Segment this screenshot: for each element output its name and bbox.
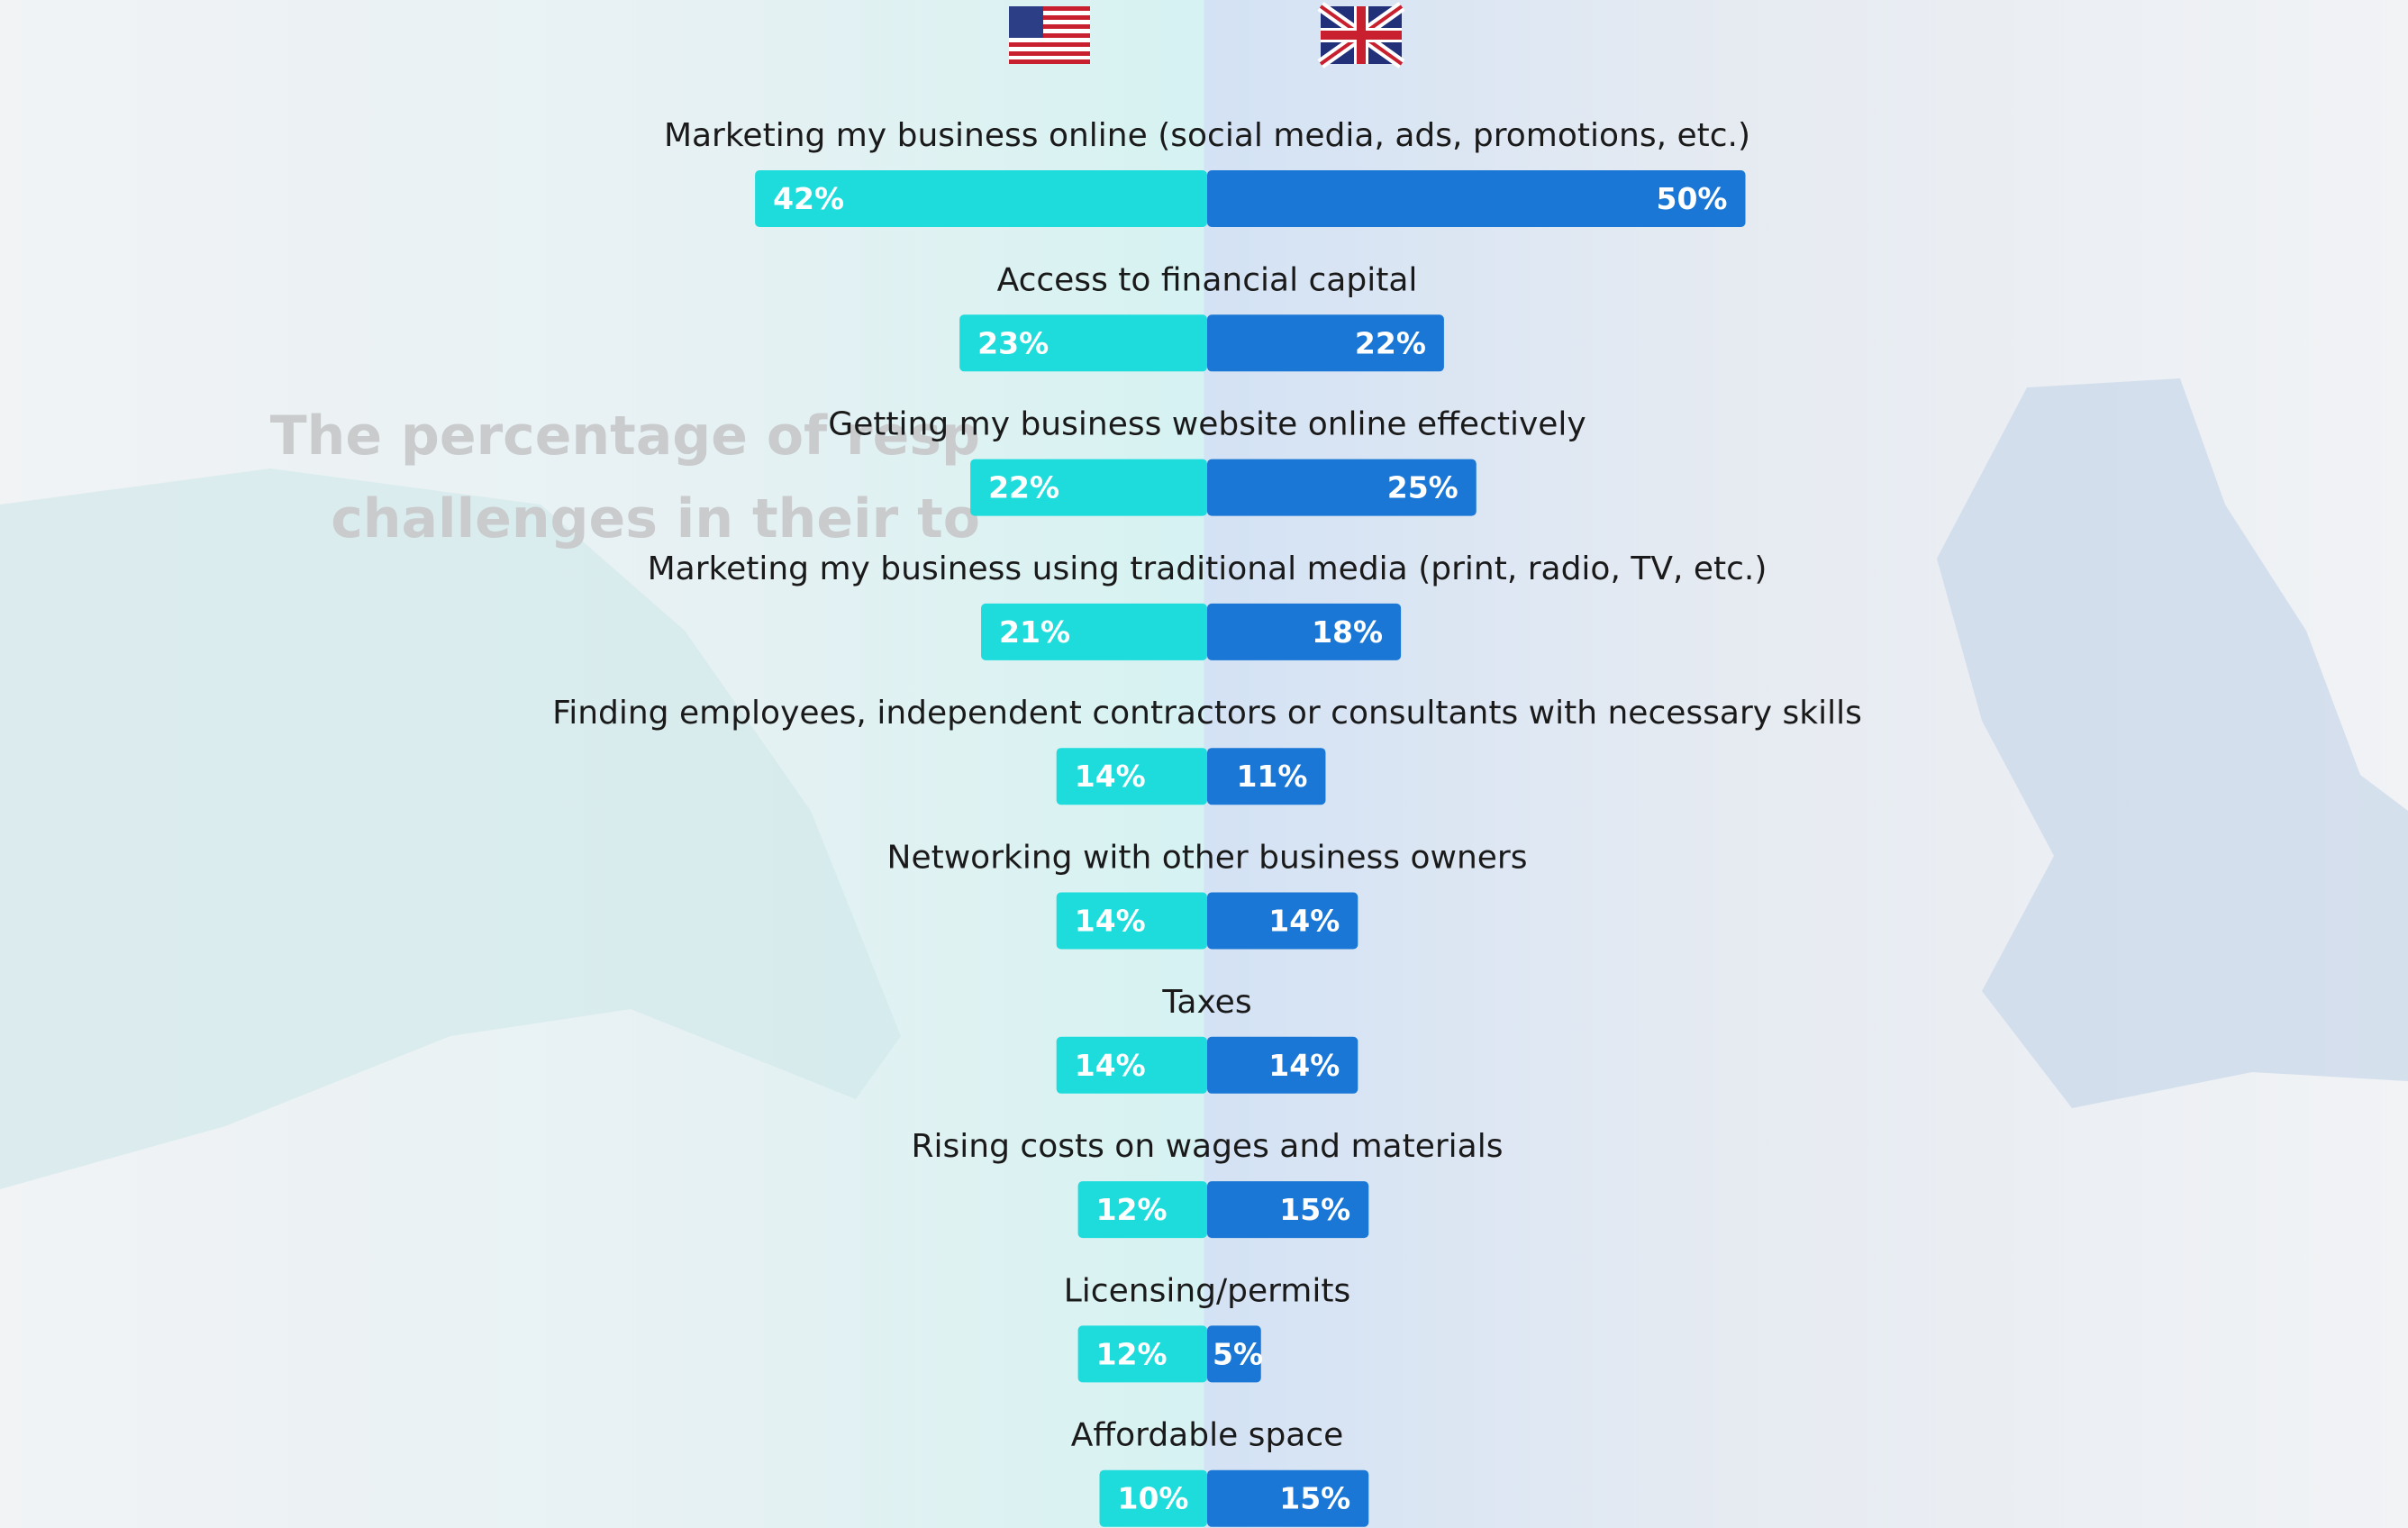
value-label: 11% — [1236, 759, 1307, 794]
value-label: 15% — [1279, 1481, 1350, 1516]
category-label: Access to financial capital — [997, 261, 1418, 298]
value-label: 10% — [1118, 1481, 1189, 1516]
bar — [1207, 1325, 1261, 1383]
bar — [1207, 603, 1402, 660]
bar — [1207, 170, 1746, 227]
value-label: 14% — [1268, 1048, 1340, 1083]
bar — [1207, 1469, 1369, 1527]
value-label: 12% — [1096, 1192, 1168, 1227]
bar — [1207, 314, 1444, 372]
bar — [981, 603, 1207, 660]
value-label: 15% — [1279, 1192, 1350, 1227]
value-label: 18% — [1312, 614, 1383, 650]
bar — [1207, 459, 1477, 516]
uk-map — [1937, 378, 2408, 1108]
value-label: 5% — [1213, 1336, 1263, 1371]
value-label: 23% — [977, 325, 1049, 360]
bar — [959, 314, 1207, 372]
category-label: Rising costs on wages and materials — [912, 1128, 1504, 1165]
us-flag — [1009, 6, 1090, 64]
value-label: 14% — [1075, 1048, 1146, 1083]
value-label: 14% — [1268, 904, 1340, 939]
value-label: 25% — [1387, 470, 1458, 505]
category-label: Affordable space — [1071, 1417, 1344, 1454]
value-label: 22% — [988, 470, 1059, 505]
value-label: 50% — [1657, 181, 1728, 216]
category-label: Taxes — [1161, 984, 1251, 1021]
value-label: 14% — [1075, 904, 1146, 939]
bar — [970, 459, 1207, 516]
uk-flag — [1317, 2, 1405, 68]
bar — [1077, 1181, 1207, 1239]
category-label: Getting my business website online effec… — [828, 406, 1586, 443]
category-label: Licensing/permits — [1064, 1272, 1350, 1309]
value-label: 12% — [1096, 1336, 1168, 1371]
category-label: Finding employees, independent contracto… — [552, 695, 1862, 732]
bar — [1077, 1325, 1207, 1383]
value-label: 42% — [773, 181, 844, 216]
category-label: Marketing my business online (social med… — [664, 117, 1750, 154]
us-map — [0, 468, 901, 1189]
bar — [1056, 748, 1207, 805]
bar — [1207, 892, 1358, 950]
value-label: 22% — [1355, 325, 1426, 360]
background-text: The percentage of resp — [270, 405, 980, 468]
category-label: Marketing my business using traditional … — [648, 550, 1767, 587]
background-text: challenges in their to — [331, 487, 980, 550]
bar — [1099, 1469, 1207, 1527]
category-label: Networking with other business owners — [887, 840, 1528, 877]
value-label: 21% — [999, 614, 1070, 650]
bar — [1207, 1181, 1369, 1239]
bar — [1056, 1036, 1207, 1094]
bar — [1207, 748, 1326, 805]
bar — [755, 170, 1207, 227]
value-label: 14% — [1075, 759, 1146, 794]
bar — [1207, 1036, 1358, 1094]
bar — [1056, 892, 1207, 950]
